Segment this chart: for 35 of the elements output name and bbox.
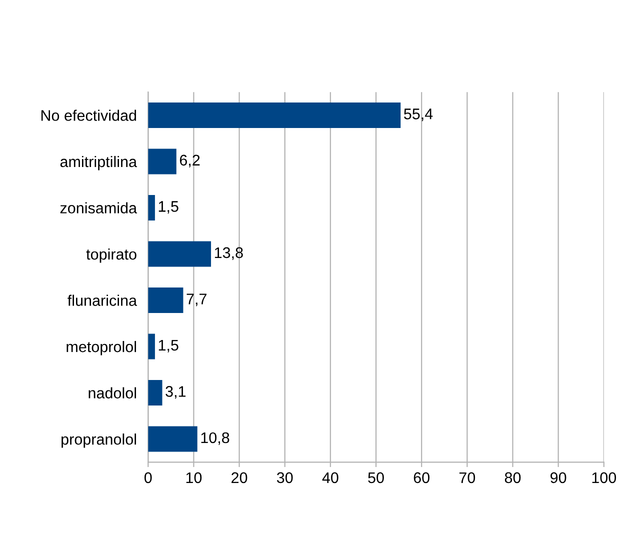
bar <box>148 148 176 174</box>
x-tick-label: 80 <box>504 472 521 484</box>
y-tick-label: nadolol <box>88 387 136 398</box>
data-label: 1,5 <box>158 340 178 352</box>
data-label: 13,8 <box>214 247 243 260</box>
data-label: 1,5 <box>158 201 178 214</box>
y-tick-label: metoprolol <box>66 340 136 356</box>
x-tick-label: 20 <box>232 472 248 484</box>
x-tick-label: 50 <box>368 472 384 484</box>
bar <box>148 241 212 267</box>
x-tick-label: 100 <box>592 472 616 484</box>
data-label: 7,7 <box>186 294 206 306</box>
x-tick-label: 60 <box>414 472 430 484</box>
bar <box>148 380 162 406</box>
y-tick-label: topirato <box>86 248 136 263</box>
y-tick-label: flunaricina <box>68 294 138 306</box>
bar <box>148 195 155 220</box>
x-tick-label: 30 <box>276 472 293 484</box>
x-tick-label: 90 <box>550 472 566 484</box>
x-tick-label: 10 <box>186 472 202 484</box>
bar <box>148 288 184 313</box>
x-tick-label: 40 <box>322 472 338 484</box>
x-tick-label: 0 <box>144 472 152 484</box>
data-label: 10,8 <box>201 432 230 445</box>
y-tick-label: amitriptilina <box>60 156 138 170</box>
bar <box>148 426 198 452</box>
x-tick-label: 70 <box>459 472 476 484</box>
y-tick-label: propranolol <box>62 433 136 448</box>
bar <box>148 102 401 128</box>
data-label: 55,4 <box>404 108 433 122</box>
data-label: 6,2 <box>180 154 200 168</box>
data-label: 3,1 <box>166 386 186 399</box>
y-tick-label: zonisamida <box>60 202 138 214</box>
bar <box>148 334 155 360</box>
y-tick-label: No efectividad <box>41 110 136 121</box>
